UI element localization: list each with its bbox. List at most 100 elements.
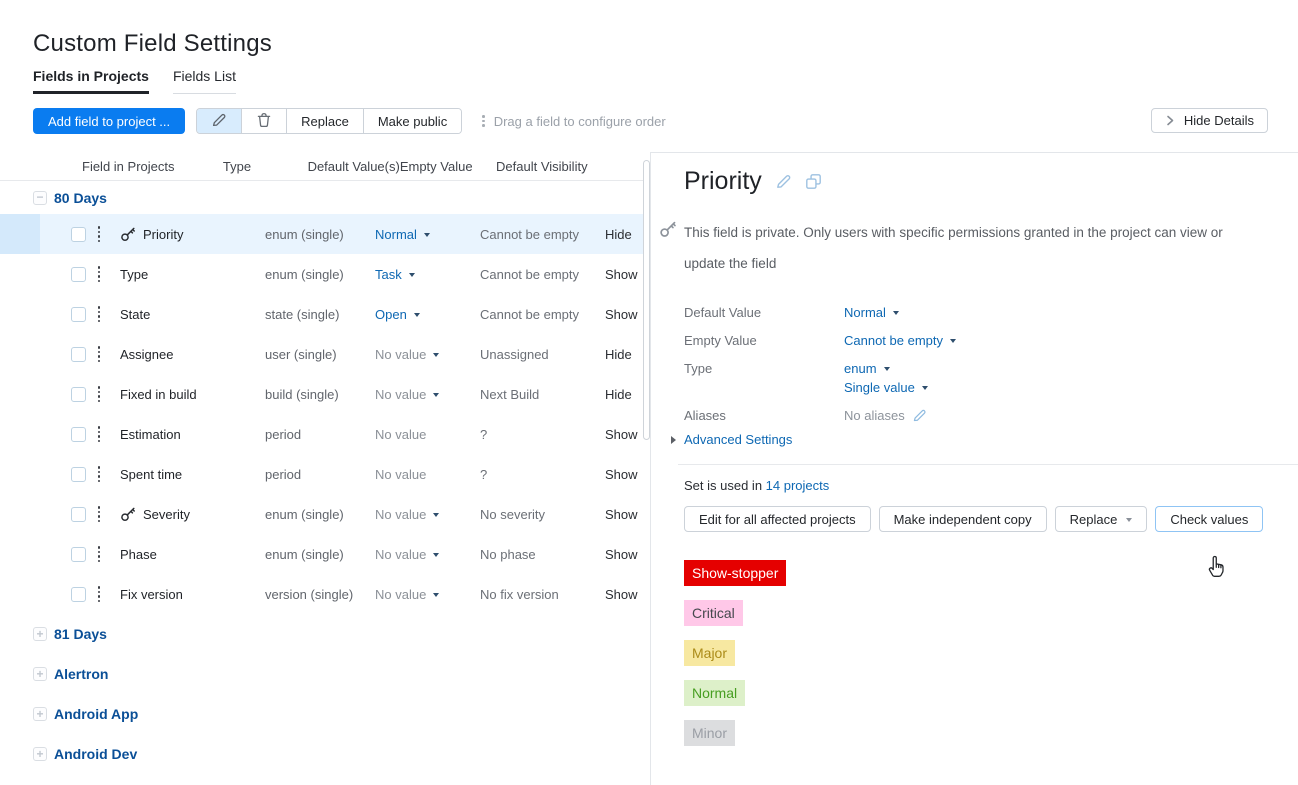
expand-icon[interactable]: + <box>33 707 47 721</box>
expand-icon[interactable]: + <box>33 627 47 641</box>
value-badge[interactable]: Show-stopper <box>684 560 787 586</box>
row-checkbox[interactable] <box>71 506 86 522</box>
default-visibility[interactable]: Hide <box>605 226 632 242</box>
panel-action-button[interactable]: Make independent copy <box>878 506 1047 532</box>
default-visibility[interactable]: Hide <box>605 386 632 402</box>
value-badge[interactable]: Minor <box>684 720 736 746</box>
collapse-icon[interactable]: − <box>33 190 47 205</box>
scrollbar-thumb[interactable] <box>643 160 650 440</box>
default-value-dropdown[interactable]: No value <box>375 466 427 482</box>
col-field-in-projects: Field in Projects <box>82 158 175 174</box>
delete-button[interactable] <box>242 109 288 133</box>
table-header: Field in Projects Type Default Value(s) … <box>0 152 650 181</box>
default-visibility[interactable]: Show <box>605 466 638 482</box>
chevron-down-icon <box>1126 517 1133 522</box>
tab-fields-list[interactable]: Fields List <box>172 64 236 94</box>
table-row[interactable]: State state (single) Open Cannot be empt… <box>0 294 650 334</box>
project-group[interactable]: + Android Dev <box>0 734 650 774</box>
project-group-80-days[interactable]: − 80 Days <box>0 181 650 214</box>
drag-handle-icon[interactable] <box>96 466 102 482</box>
private-field-icon <box>659 221 677 238</box>
default-visibility[interactable]: Show <box>605 306 638 322</box>
table-row[interactable]: Phase enum (single) No value No phase Sh… <box>0 534 650 574</box>
default-visibility[interactable]: Show <box>605 546 638 562</box>
table-row[interactable]: Priority enum (single) Normal Cannot be … <box>0 214 650 254</box>
drag-handle-icon[interactable] <box>96 586 102 602</box>
default-visibility[interactable]: Show <box>605 506 638 522</box>
drag-handle-icon[interactable] <box>96 346 102 362</box>
value-row: Show-stopper <box>684 560 1268 586</box>
row-checkbox[interactable] <box>71 386 86 402</box>
edit-button[interactable] <box>197 109 243 133</box>
type-dropdown[interactable]: enum <box>844 361 890 376</box>
group-label: 81 Days <box>54 626 107 642</box>
collapsed-groups: + 81 Days + Alertron + Android App + And… <box>0 614 650 774</box>
value-badge[interactable]: Major <box>684 640 736 666</box>
default-value-dropdown[interactable]: Normal <box>844 305 899 320</box>
row-checkbox[interactable] <box>71 306 86 322</box>
table-row[interactable]: Severity enum (single) No value No sever… <box>0 494 650 534</box>
row-checkbox[interactable] <box>71 226 86 242</box>
table-row[interactable]: Spent time period No value ? Show <box>0 454 650 494</box>
field-type: enum (single) <box>265 506 344 522</box>
default-value-dropdown[interactable]: No value <box>375 426 427 442</box>
default-visibility[interactable]: Show <box>605 586 638 602</box>
default-value-dropdown[interactable]: No value <box>375 547 480 562</box>
panel-divider <box>678 464 1298 465</box>
make-public-button[interactable]: Make public <box>363 109 462 133</box>
default-value-dropdown[interactable]: Task <box>375 267 480 282</box>
default-value-dropdown[interactable]: No value <box>375 507 480 522</box>
table-row[interactable]: Fixed in build build (single) No value N… <box>0 374 650 414</box>
row-checkbox[interactable] <box>71 266 86 282</box>
drag-handle-icon[interactable] <box>96 546 102 562</box>
advanced-settings-toggle[interactable]: Advanced Settings <box>671 432 1268 447</box>
hide-details-button[interactable]: Hide Details <box>1150 108 1268 133</box>
projects-count-link[interactable]: 14 projects <box>765 478 830 493</box>
drag-handle-icon[interactable] <box>96 306 102 322</box>
row-checkbox[interactable] <box>71 546 86 562</box>
default-value-label: Default Value <box>684 305 762 320</box>
value-badge[interactable]: Normal <box>684 680 746 706</box>
rename-field-icon[interactable] <box>775 173 792 190</box>
drag-handle-icon[interactable] <box>96 506 102 522</box>
table-row[interactable]: Fix version version (single) No value No… <box>0 574 650 614</box>
tab-fields-in-projects[interactable]: Fields in Projects <box>33 64 149 94</box>
chevron-down-icon <box>883 367 890 371</box>
default-value-dropdown[interactable]: No value <box>375 387 480 402</box>
aliases-label: Aliases <box>684 408 726 423</box>
project-group[interactable]: + 81 Days <box>0 614 650 654</box>
panel-action-button[interactable]: Edit for all affected projects <box>684 506 871 532</box>
panel-action-button[interactable]: Replace <box>1054 506 1148 532</box>
replace-button[interactable]: Replace <box>287 109 364 133</box>
project-group[interactable]: + Android App <box>0 694 650 734</box>
table-row[interactable]: Assignee user (single) No value Unassign… <box>0 334 650 374</box>
tab-bar: Fields in Projects Fields List <box>33 64 236 94</box>
default-value-dropdown[interactable]: Open <box>375 307 480 322</box>
row-checkbox[interactable] <box>71 346 86 362</box>
cardinality-dropdown[interactable]: Single value <box>844 380 928 395</box>
default-value-dropdown[interactable]: No value <box>375 347 480 362</box>
drag-handle-icon[interactable] <box>96 426 102 442</box>
default-value-dropdown[interactable]: No value <box>375 587 480 602</box>
empty-value-dropdown[interactable]: Cannot be empty <box>844 333 957 348</box>
drag-handle-icon[interactable] <box>96 386 102 402</box>
add-field-to-project-button[interactable]: Add field to project ... <box>33 108 186 134</box>
expand-icon[interactable]: + <box>33 747 47 761</box>
value-badge[interactable]: Critical <box>684 600 743 626</box>
drag-handle-icon[interactable] <box>96 226 102 242</box>
default-visibility[interactable]: Hide <box>605 346 632 362</box>
default-visibility[interactable]: Show <box>605 426 638 442</box>
row-checkbox[interactable] <box>71 466 86 482</box>
panel-action-button[interactable]: Check values <box>1155 506 1264 532</box>
table-row[interactable]: Type enum (single) Task Cannot be empty … <box>0 254 650 294</box>
row-checkbox[interactable] <box>71 426 86 442</box>
edit-aliases-icon[interactable] <box>912 408 927 423</box>
expand-icon[interactable]: + <box>33 667 47 681</box>
row-checkbox[interactable] <box>71 586 86 602</box>
default-visibility[interactable]: Show <box>605 266 638 282</box>
copy-field-icon[interactable] <box>805 173 822 190</box>
default-value-dropdown[interactable]: Normal <box>375 227 480 242</box>
table-row[interactable]: Estimation period No value ? Show <box>0 414 650 454</box>
project-group[interactable]: + Alertron <box>0 654 650 694</box>
drag-handle-icon[interactable] <box>96 266 102 282</box>
